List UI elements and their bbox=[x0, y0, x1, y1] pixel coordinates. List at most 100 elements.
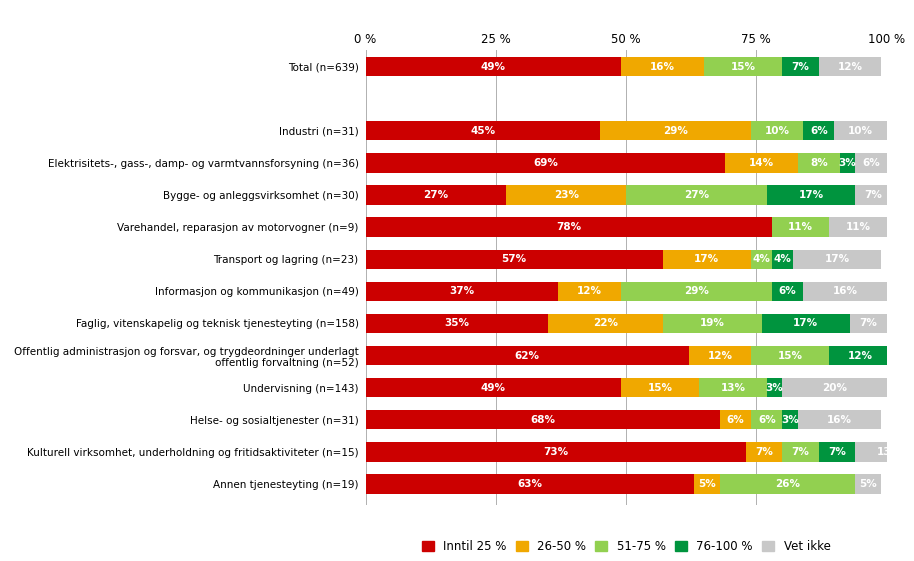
Bar bbox=[694, 475, 720, 494]
Bar bbox=[850, 314, 887, 333]
Text: 17%: 17% bbox=[799, 190, 824, 200]
Text: 10%: 10% bbox=[848, 126, 873, 136]
Bar bbox=[366, 57, 621, 76]
Bar bbox=[366, 378, 621, 397]
Bar bbox=[558, 282, 621, 301]
Text: 7%: 7% bbox=[828, 447, 846, 457]
Text: 10%: 10% bbox=[765, 126, 790, 136]
Bar bbox=[829, 346, 892, 365]
Bar bbox=[751, 346, 829, 365]
Text: 17%: 17% bbox=[824, 254, 850, 264]
Bar bbox=[767, 378, 782, 397]
Text: 62%: 62% bbox=[515, 351, 539, 361]
Text: 3%: 3% bbox=[766, 383, 783, 393]
Bar bbox=[767, 185, 856, 205]
Bar bbox=[803, 282, 887, 301]
Text: 17%: 17% bbox=[793, 319, 818, 328]
Bar bbox=[366, 314, 547, 333]
Text: 20%: 20% bbox=[822, 383, 847, 393]
Bar bbox=[772, 218, 829, 237]
Bar bbox=[688, 346, 751, 365]
Bar bbox=[663, 250, 751, 269]
Text: 7%: 7% bbox=[792, 447, 810, 457]
Bar bbox=[621, 378, 699, 397]
Text: 15%: 15% bbox=[731, 62, 756, 72]
Bar bbox=[366, 250, 663, 269]
Bar bbox=[621, 282, 772, 301]
Bar bbox=[366, 475, 694, 494]
Bar bbox=[782, 57, 819, 76]
Text: 7%: 7% bbox=[859, 319, 877, 328]
Text: 16%: 16% bbox=[833, 286, 857, 296]
Text: 11%: 11% bbox=[845, 222, 870, 232]
Text: 22%: 22% bbox=[593, 319, 618, 328]
Bar bbox=[720, 410, 751, 429]
Bar bbox=[366, 121, 600, 140]
Text: 68%: 68% bbox=[530, 415, 555, 425]
Text: 7%: 7% bbox=[792, 62, 810, 72]
Text: 7%: 7% bbox=[755, 447, 773, 457]
Text: 5%: 5% bbox=[859, 479, 877, 489]
Bar bbox=[366, 218, 772, 237]
Bar bbox=[892, 346, 914, 365]
Text: 12%: 12% bbox=[848, 351, 873, 361]
Bar bbox=[751, 250, 772, 269]
Bar bbox=[506, 185, 626, 205]
Bar bbox=[840, 153, 856, 173]
Text: 17%: 17% bbox=[695, 254, 719, 264]
Text: 12%: 12% bbox=[837, 62, 863, 72]
Text: 19%: 19% bbox=[699, 319, 725, 328]
Text: 4%: 4% bbox=[773, 254, 792, 264]
Text: 29%: 29% bbox=[664, 126, 688, 136]
Bar bbox=[761, 314, 850, 333]
Bar bbox=[621, 57, 705, 76]
Text: 4%: 4% bbox=[752, 254, 771, 264]
Bar bbox=[366, 185, 506, 205]
Bar bbox=[720, 475, 856, 494]
Bar bbox=[772, 250, 792, 269]
Text: 12%: 12% bbox=[910, 351, 914, 361]
Text: 15%: 15% bbox=[647, 383, 673, 393]
Text: 8%: 8% bbox=[810, 158, 828, 168]
Bar bbox=[772, 282, 803, 301]
Bar bbox=[819, 57, 881, 76]
Bar bbox=[782, 410, 798, 429]
Bar bbox=[829, 218, 887, 237]
Legend: Inntil 25 %, 26-50 %, 51-75 %, 76-100 %, Vet ikke: Inntil 25 %, 26-50 %, 51-75 %, 76-100 %,… bbox=[417, 536, 835, 558]
Text: 6%: 6% bbox=[810, 126, 828, 136]
Text: 12%: 12% bbox=[577, 286, 602, 296]
Text: 49%: 49% bbox=[481, 383, 505, 393]
Text: 7%: 7% bbox=[865, 190, 883, 200]
Text: 5%: 5% bbox=[698, 479, 716, 489]
Bar bbox=[751, 410, 782, 429]
Bar bbox=[600, 121, 751, 140]
Bar bbox=[366, 442, 746, 462]
Text: 37%: 37% bbox=[450, 286, 474, 296]
Text: 16%: 16% bbox=[827, 415, 852, 425]
Text: 63%: 63% bbox=[517, 479, 542, 489]
Bar bbox=[856, 185, 892, 205]
Text: 14%: 14% bbox=[749, 158, 774, 168]
Text: 78%: 78% bbox=[557, 222, 581, 232]
Bar bbox=[366, 346, 688, 365]
Text: 13%: 13% bbox=[720, 383, 746, 393]
Text: 29%: 29% bbox=[684, 286, 709, 296]
Bar bbox=[856, 153, 887, 173]
Text: 69%: 69% bbox=[533, 158, 558, 168]
Text: 49%: 49% bbox=[481, 62, 505, 72]
Text: 12%: 12% bbox=[707, 351, 732, 361]
Text: 16%: 16% bbox=[650, 62, 675, 72]
Bar bbox=[798, 410, 881, 429]
Bar bbox=[798, 153, 840, 173]
Text: 15%: 15% bbox=[778, 351, 802, 361]
Bar bbox=[856, 475, 881, 494]
Text: 3%: 3% bbox=[781, 415, 799, 425]
Bar bbox=[856, 442, 914, 462]
Bar bbox=[782, 378, 887, 397]
Bar bbox=[547, 314, 663, 333]
Text: 27%: 27% bbox=[684, 190, 709, 200]
Bar bbox=[803, 121, 834, 140]
Text: 6%: 6% bbox=[779, 286, 796, 296]
Text: 73%: 73% bbox=[543, 447, 569, 457]
Bar bbox=[366, 410, 720, 429]
